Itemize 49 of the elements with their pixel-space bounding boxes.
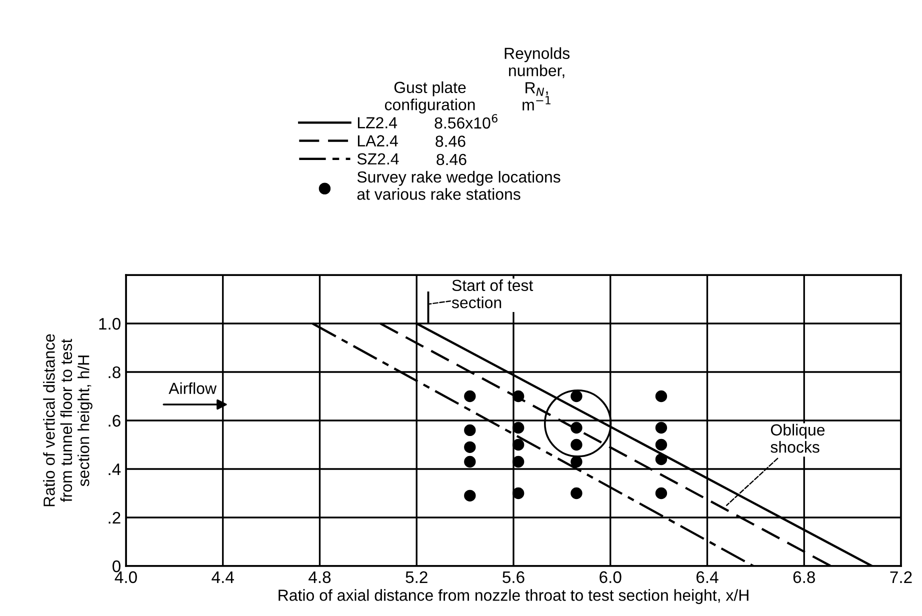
x-tick-label: 5.6 <box>502 571 524 584</box>
legend-label: LZ2.4 <box>358 117 398 128</box>
point <box>655 438 668 451</box>
point <box>464 424 476 436</box>
y-tick-label: 0 <box>112 560 120 572</box>
annotation: Airflow <box>168 382 217 394</box>
point <box>655 422 668 434</box>
annotation: Oblique shocks <box>770 424 825 453</box>
y-tick-label: .2 <box>108 512 120 524</box>
annotation: Start of test section <box>452 279 534 308</box>
point <box>655 390 668 402</box>
point <box>512 487 524 500</box>
x-tick-label: 4.4 <box>212 571 234 583</box>
x-axis-title: Ratio of axial distance from nozzle throat to test section height, x/H <box>278 589 748 604</box>
text: 8.46 <box>436 136 466 147</box>
point <box>570 487 582 500</box>
text: Reynolds number, R$_{N}$, m$^{−1}$ <box>504 47 570 110</box>
point <box>464 441 476 454</box>
point <box>464 390 476 402</box>
y-tick-label: .8 <box>108 366 120 378</box>
point <box>512 438 524 451</box>
y-tick-label: .6 <box>108 414 120 427</box>
x-tick-label: 5.2 <box>406 571 428 584</box>
point <box>570 438 582 451</box>
point <box>464 456 476 468</box>
legend-label: SZ2.4 <box>357 153 399 165</box>
point <box>464 490 476 502</box>
point <box>655 453 668 466</box>
y-axis-title: Ratio of vertical distance from tunnel floor to test section height, h/H <box>43 334 92 506</box>
legend-title: Gust plate configuration <box>384 81 475 114</box>
x-tick-label: 7.2 <box>890 571 912 583</box>
legend-label: Survey rake wedge locations at various rake stations <box>357 170 560 200</box>
y-tick-label: 1.0 <box>99 318 120 330</box>
point <box>512 390 524 402</box>
point <box>570 456 582 468</box>
x-tick-label: 4.0 <box>114 571 137 584</box>
point <box>570 422 582 434</box>
x-tick-label: 6.4 <box>696 571 718 584</box>
point <box>570 390 582 402</box>
text: 8.46 <box>436 154 466 166</box>
legend-label: LA2.4 <box>358 135 398 146</box>
text: 8.56x10$^{6}$ <box>434 114 498 129</box>
x-tick-label: 6.0 <box>600 571 622 584</box>
x-tick-label: 6.8 <box>793 571 815 584</box>
point <box>655 487 668 500</box>
x-tick-label: 4.8 <box>308 571 331 584</box>
point <box>512 422 524 434</box>
point <box>512 456 524 468</box>
y-tick-label: .4 <box>108 464 121 476</box>
